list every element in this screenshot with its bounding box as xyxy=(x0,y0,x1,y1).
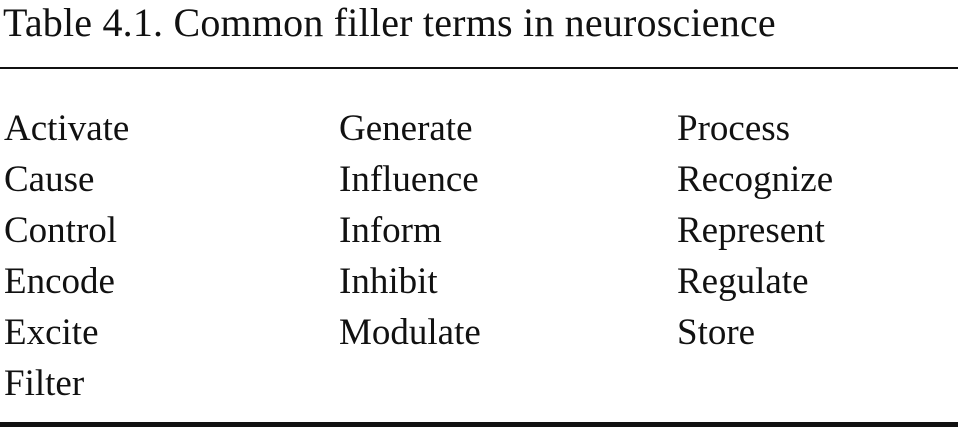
term-cell: Generate xyxy=(339,108,473,149)
term-cell: Represent xyxy=(677,210,825,251)
term-cell: Activate xyxy=(4,108,130,149)
terms-column-1: Activate Cause Control Encode Excite Fil… xyxy=(4,103,129,409)
term-cell: Cause xyxy=(4,159,95,200)
terms-column-3: Process Recognize Represent Regulate Sto… xyxy=(677,103,833,358)
term-cell: Inform xyxy=(339,210,442,251)
term-cell: Filter xyxy=(4,363,85,404)
term-cell: Regulate xyxy=(677,261,809,302)
term-cell: Excite xyxy=(4,312,99,353)
term-cell: Store xyxy=(677,312,756,353)
terms-column-2: Generate Influence Inform Inhibit Modula… xyxy=(339,103,481,358)
term-cell: Process xyxy=(677,108,791,149)
term-cell: Control xyxy=(4,210,118,251)
term-cell: Modulate xyxy=(339,312,481,353)
terms-table: Activate Cause Control Encode Excite Fil… xyxy=(0,103,958,413)
term-cell: Encode xyxy=(4,261,115,302)
table-bottom-rule xyxy=(0,422,958,427)
term-cell: Influence xyxy=(339,159,479,200)
term-cell: Recognize xyxy=(677,159,834,200)
term-cell: Inhibit xyxy=(339,261,438,302)
table-caption: Table 4.1. Common filler terms in neuros… xyxy=(3,0,776,45)
table-top-rule xyxy=(0,67,958,69)
